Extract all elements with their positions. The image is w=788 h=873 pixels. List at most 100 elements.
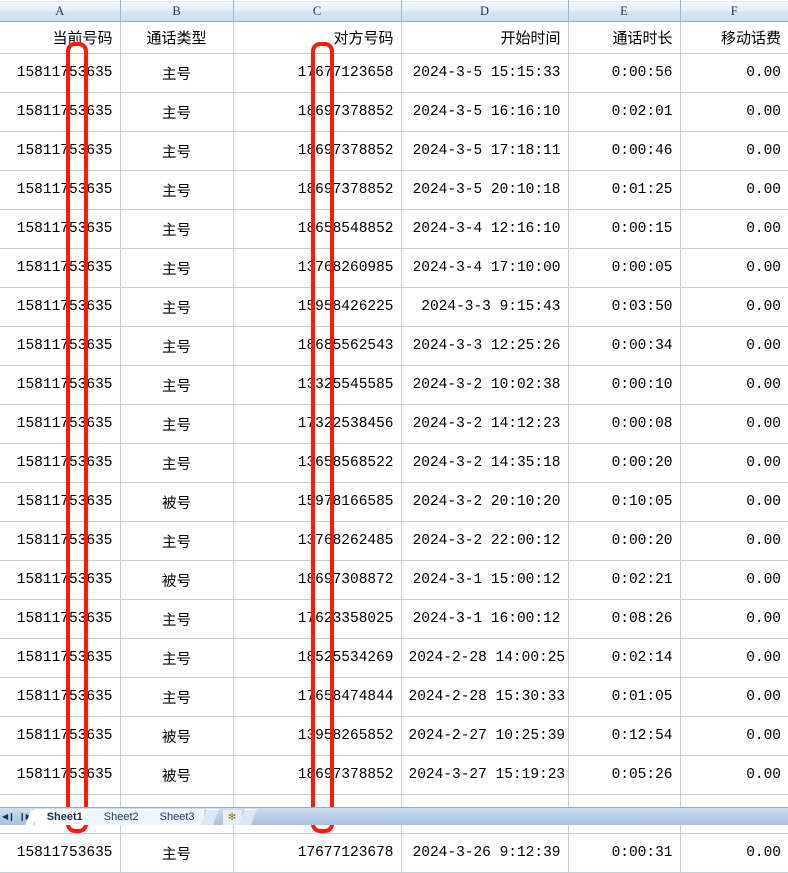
cell-peer-number[interactable]: 17322538456 bbox=[233, 404, 402, 444]
column-header-e[interactable]: E bbox=[568, 0, 681, 22]
sheet-tab-sheet3[interactable]: Sheet3 bbox=[137, 809, 204, 825]
column-header-b[interactable]: B bbox=[120, 0, 234, 22]
cell-current-number[interactable]: 15811753635 bbox=[0, 92, 121, 132]
cell-duration[interactable]: 0:00:34 bbox=[568, 326, 681, 366]
cell-peer-number[interactable]: 18697378852 bbox=[233, 755, 402, 795]
header-cell-mobile-fee[interactable]: 移动话费 bbox=[680, 21, 788, 54]
column-header-a[interactable]: A bbox=[0, 0, 121, 22]
cell-current-number[interactable]: 15811753635 bbox=[0, 404, 121, 444]
cell-peer-number[interactable]: 18697308872 bbox=[233, 560, 402, 600]
cell-start-time[interactable]: 2024-3-5 16:16:10 bbox=[401, 92, 569, 132]
cell-call-type[interactable]: 主号 bbox=[120, 131, 234, 171]
cell-current-number[interactable]: 15811753635 bbox=[0, 833, 121, 873]
cell-start-time[interactable]: 2024-3-5 20:10:18 bbox=[401, 170, 569, 210]
cell-mobile-fee[interactable]: 0.00 bbox=[680, 326, 788, 366]
cell-mobile-fee[interactable]: 0.00 bbox=[680, 443, 788, 483]
cell-mobile-fee[interactable]: 0.00 bbox=[680, 599, 788, 639]
cell-mobile-fee[interactable]: 0.00 bbox=[680, 131, 788, 171]
cell-call-type[interactable]: 主号 bbox=[120, 677, 234, 717]
cell-start-time[interactable]: 2024-3-2 14:12:23 bbox=[401, 404, 569, 444]
cell-duration[interactable]: 0:05:26 bbox=[568, 755, 681, 795]
cell-call-type[interactable]: 被号 bbox=[120, 560, 234, 600]
cell-start-time[interactable]: 2024-3-3 9:15:43 bbox=[401, 287, 569, 327]
cell-call-type[interactable]: 主号 bbox=[120, 521, 234, 561]
cell-duration[interactable]: 0:02:01 bbox=[568, 92, 681, 132]
cell-mobile-fee[interactable]: 0.00 bbox=[680, 560, 788, 600]
cell-peer-number[interactable]: 13768262485 bbox=[233, 521, 402, 561]
add-sheet-icon[interactable]: ✻ bbox=[222, 810, 242, 825]
cell-duration[interactable]: 0:00:10 bbox=[568, 365, 681, 405]
first-sheet-arrow-icon[interactable]: ◀❙ bbox=[2, 811, 15, 821]
cell-mobile-fee[interactable]: 0.00 bbox=[680, 365, 788, 405]
cell-mobile-fee[interactable]: 0.00 bbox=[680, 404, 788, 444]
cell-call-type[interactable]: 主号 bbox=[120, 443, 234, 483]
cell-call-type[interactable]: 主号 bbox=[120, 209, 234, 249]
cell-start-time[interactable]: 2024-3-2 22:00:12 bbox=[401, 521, 569, 561]
cell-mobile-fee[interactable]: 0.00 bbox=[680, 209, 788, 249]
cell-mobile-fee[interactable]: 0.00 bbox=[680, 287, 788, 327]
cell-current-number[interactable]: 15811753635 bbox=[0, 638, 121, 678]
cell-duration[interactable]: 0:02:14 bbox=[568, 638, 681, 678]
cell-current-number[interactable]: 15811753635 bbox=[0, 326, 121, 366]
cell-call-type[interactable]: 主号 bbox=[120, 170, 234, 210]
cell-peer-number[interactable]: 13958265852 bbox=[233, 716, 402, 756]
cell-duration[interactable]: 0:00:46 bbox=[568, 131, 681, 171]
cell-current-number[interactable]: 15811753635 bbox=[0, 365, 121, 405]
cell-call-type[interactable]: 主号 bbox=[120, 248, 234, 288]
cell-duration[interactable]: 0:01:05 bbox=[568, 677, 681, 717]
cell-duration[interactable]: 0:00:20 bbox=[568, 521, 681, 561]
header-cell-start-time[interactable]: 开始时间 bbox=[401, 21, 569, 54]
cell-mobile-fee[interactable]: 0.00 bbox=[680, 833, 788, 873]
cell-current-number[interactable]: 15811753635 bbox=[0, 755, 121, 795]
cell-duration[interactable]: 0:10:05 bbox=[568, 482, 681, 522]
cell-start-time[interactable]: 2024-3-4 17:10:00 bbox=[401, 248, 569, 288]
cell-call-type[interactable]: 主号 bbox=[120, 833, 234, 873]
cell-current-number[interactable]: 15811753635 bbox=[0, 287, 121, 327]
cell-mobile-fee[interactable]: 0.00 bbox=[680, 92, 788, 132]
cell-start-time[interactable]: 2024-2-27 10:25:39 bbox=[401, 716, 569, 756]
cell-mobile-fee[interactable]: 0.00 bbox=[680, 755, 788, 795]
cell-start-time[interactable]: 2024-3-3 12:25:26 bbox=[401, 326, 569, 366]
cell-start-time[interactable]: 2024-3-26 9:12:39 bbox=[401, 833, 569, 873]
column-header-c[interactable]: C bbox=[233, 0, 402, 22]
cell-duration[interactable]: 0:00:20 bbox=[568, 443, 681, 483]
column-header-d[interactable]: D bbox=[401, 0, 569, 22]
cell-call-type[interactable]: 主号 bbox=[120, 326, 234, 366]
header-cell-duration[interactable]: 通话时长 bbox=[568, 21, 681, 54]
cell-call-type[interactable]: 主号 bbox=[120, 638, 234, 678]
cell-peer-number[interactable]: 13768260985 bbox=[233, 248, 402, 288]
header-cell-peer-number[interactable]: 对方号码 bbox=[233, 21, 402, 54]
cell-start-time[interactable]: 2024-3-2 20:10:20 bbox=[401, 482, 569, 522]
cell-start-time[interactable]: 2024-3-1 16:00:12 bbox=[401, 599, 569, 639]
cell-duration[interactable]: 0:03:50 bbox=[568, 287, 681, 327]
cell-duration[interactable]: 0:08:26 bbox=[568, 599, 681, 639]
cell-duration[interactable]: 0:01:25 bbox=[568, 170, 681, 210]
cell-duration[interactable]: 0:02:21 bbox=[568, 560, 681, 600]
cell-duration[interactable]: 0:12:54 bbox=[568, 716, 681, 756]
cell-start-time[interactable]: 2024-2-28 14:00:25 bbox=[401, 638, 569, 678]
cell-duration[interactable]: 0:00:05 bbox=[568, 248, 681, 288]
cell-peer-number[interactable]: 18697378852 bbox=[233, 170, 402, 210]
cell-mobile-fee[interactable]: 0.00 bbox=[680, 716, 788, 756]
cell-start-time[interactable]: 2024-3-2 14:35:18 bbox=[401, 443, 569, 483]
cell-peer-number[interactable]: 17623358025 bbox=[233, 599, 402, 639]
cell-call-type[interactable]: 主号 bbox=[120, 92, 234, 132]
cell-mobile-fee[interactable]: 0.00 bbox=[680, 248, 788, 288]
cell-peer-number[interactable]: 17677123678 bbox=[233, 833, 402, 873]
header-cell-call-type[interactable]: 通话类型 bbox=[120, 21, 234, 54]
cell-call-type[interactable]: 被号 bbox=[120, 755, 234, 795]
cell-peer-number[interactable]: 17658474844 bbox=[233, 677, 402, 717]
cell-peer-number[interactable]: 18685562543 bbox=[233, 326, 402, 366]
cell-current-number[interactable]: 15811753635 bbox=[0, 443, 121, 483]
sheet-tab-sheet1[interactable]: Sheet1 bbox=[24, 809, 92, 825]
column-header-f[interactable]: F bbox=[680, 0, 788, 22]
cell-peer-number[interactable]: 13325545585 bbox=[233, 365, 402, 405]
cell-peer-number[interactable]: 18658548852 bbox=[233, 209, 402, 249]
cell-peer-number[interactable]: 15958426225 bbox=[233, 287, 402, 327]
cell-call-type[interactable]: 主号 bbox=[120, 53, 234, 93]
cell-current-number[interactable]: 15811753635 bbox=[0, 716, 121, 756]
cell-peer-number[interactable]: 17677123658 bbox=[233, 53, 402, 93]
next-sheet-arrow-icon[interactable]: ❙▶ bbox=[18, 811, 32, 821]
cell-call-type[interactable]: 主号 bbox=[120, 599, 234, 639]
cell-current-number[interactable]: 15811753635 bbox=[0, 248, 121, 288]
